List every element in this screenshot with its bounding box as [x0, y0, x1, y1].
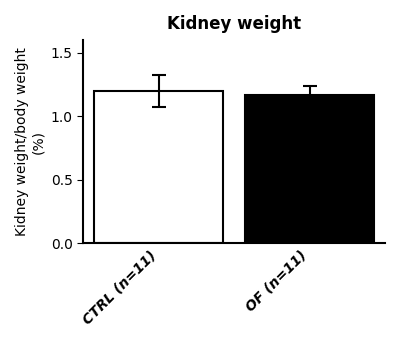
- Title: Kidney weight: Kidney weight: [167, 15, 301, 33]
- Y-axis label: Kidney weight/body weight
(%): Kidney weight/body weight (%): [15, 47, 45, 236]
- Bar: [245, 95, 374, 243]
- Bar: [94, 91, 223, 243]
